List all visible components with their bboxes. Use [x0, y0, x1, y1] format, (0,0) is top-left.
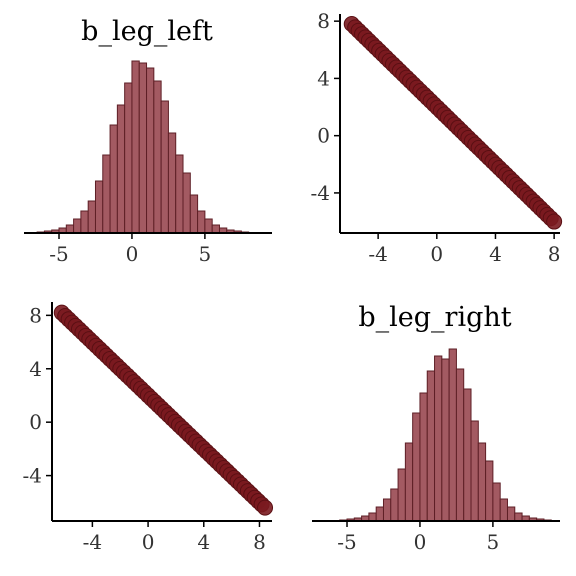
hist-bar [485, 460, 494, 522]
scatter-top-points [343, 16, 563, 230]
hist-bar [87, 200, 96, 234]
hist-bar [109, 124, 118, 234]
scatter-top-y-ticks: -4 0 4 8 [311, 9, 340, 205]
y-tick-label: 8 [317, 9, 330, 33]
x-tick-label: 8 [548, 242, 561, 266]
x-tick-label: 5 [487, 530, 500, 554]
scatter-point [546, 213, 563, 230]
hist-bar [470, 420, 479, 522]
hist-bar [506, 506, 516, 522]
hist-bar [499, 498, 508, 522]
scatter-bottom-y-ticks: -4 0 4 8 [23, 303, 52, 488]
scatter-point [257, 499, 274, 516]
hist-right-x-ticks: -5 0 5 [337, 521, 499, 554]
hist-bar [116, 104, 126, 234]
hist-bar [160, 100, 169, 234]
hist-bar [382, 498, 392, 522]
hist-bar [73, 218, 82, 234]
hist-bar [477, 442, 487, 522]
panel-scatter-bottom: -4 0 4 8 -4 0 4 8 [23, 302, 274, 554]
panel-scatter-top: -4 0 4 8 -4 0 4 8 [311, 9, 563, 266]
y-tick-label: -4 [23, 464, 42, 488]
x-tick-label: -5 [49, 242, 68, 266]
hist-bar [80, 210, 89, 234]
hist-bar [211, 224, 220, 234]
hist-right-bars [339, 348, 552, 522]
y-tick-label: -4 [311, 181, 330, 205]
hist-bar [182, 172, 191, 234]
hist-bar [131, 60, 140, 234]
y-tick-label: 4 [29, 357, 42, 381]
hist-bar [368, 512, 377, 522]
hist-bar [419, 392, 428, 522]
x-tick-label: -4 [368, 242, 387, 266]
hist-bar [102, 154, 111, 234]
hist-bar [175, 154, 184, 234]
hist-bar [404, 442, 414, 522]
hist-bar [138, 62, 148, 234]
x-tick-label: -5 [337, 530, 356, 554]
hist-bar [94, 180, 104, 234]
panel-hist-left: b_leg_left -5 0 5 [24, 16, 272, 266]
hist-bar [455, 368, 465, 522]
x-tick-label: 4 [489, 242, 502, 266]
hist-bar [441, 358, 450, 522]
panel-hist-right: b_leg_right -5 0 5 [312, 302, 560, 554]
y-tick-label: 8 [29, 303, 42, 327]
hist-bar [463, 388, 472, 522]
hist-bar [153, 80, 162, 234]
hist-bar [514, 512, 523, 522]
x-tick-label: 0 [126, 242, 139, 266]
hist-bar [426, 370, 436, 522]
x-tick-label: 0 [142, 530, 155, 554]
panel-title-left: b_leg_left [81, 16, 213, 47]
hist-bar [197, 210, 206, 234]
x-tick-label: 4 [197, 530, 210, 554]
x-tick-label: 5 [199, 242, 212, 266]
x-tick-label: 0 [430, 242, 443, 266]
hist-left-x-ticks: -5 0 5 [49, 233, 211, 266]
hist-bar [412, 412, 421, 522]
x-tick-label: 8 [253, 530, 266, 554]
scatter-bottom-points [53, 304, 274, 516]
scatter-bottom-x-ticks: -4 0 4 8 [83, 521, 266, 554]
hist-left-bars [36, 60, 250, 234]
y-tick-label: 0 [317, 124, 330, 148]
hist-bar [434, 355, 443, 522]
hist-bar [390, 488, 399, 522]
y-tick-label: 0 [29, 410, 42, 434]
hist-bar [204, 218, 213, 234]
hist-bar [65, 224, 75, 234]
hist-bar [397, 468, 406, 522]
panel-title-right: b_leg_right [358, 302, 511, 333]
x-tick-label: 0 [414, 530, 427, 554]
hist-bar [146, 67, 155, 234]
y-tick-label: 4 [317, 66, 330, 90]
hist-bar [492, 482, 501, 522]
hist-bar [124, 82, 133, 234]
hist-bar [375, 506, 384, 522]
hist-bar [448, 348, 457, 522]
scatter-top-x-ticks: -4 0 4 8 [368, 233, 561, 266]
x-tick-label: -4 [83, 530, 102, 554]
hist-bar [167, 132, 177, 234]
hist-bar [189, 194, 199, 234]
